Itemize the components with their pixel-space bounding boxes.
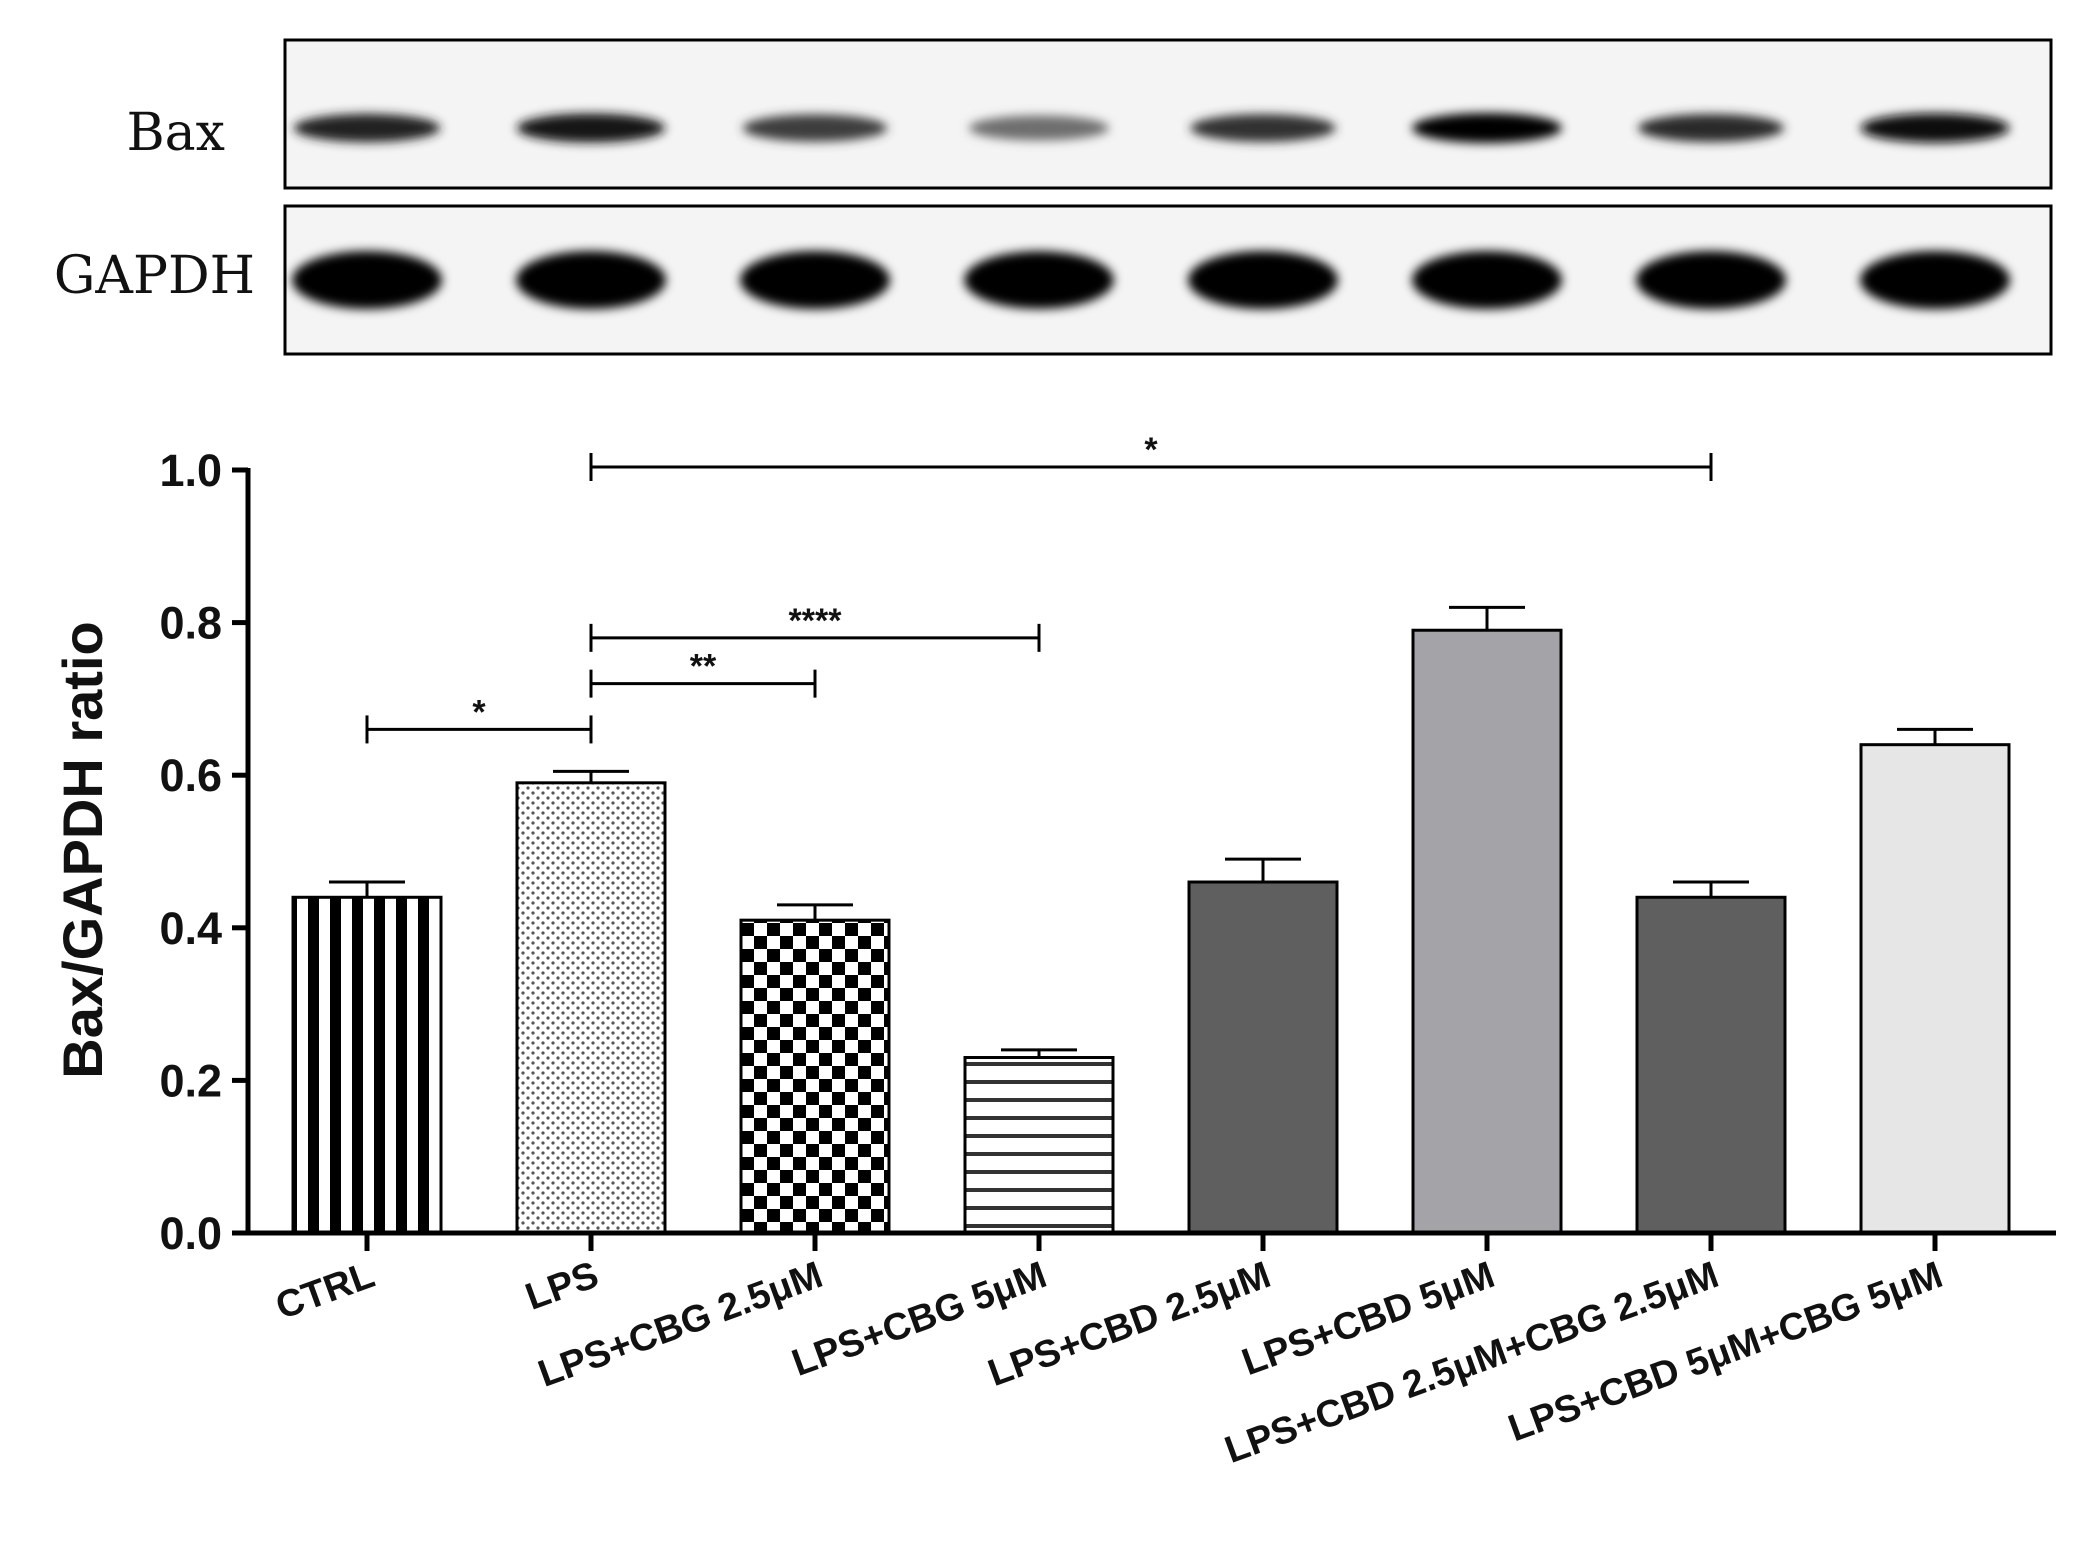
western-blot-panel: Bax GAPDH bbox=[54, 38, 2053, 356]
bar bbox=[515, 781, 667, 1235]
blot-label-gapdh: GAPDH bbox=[54, 246, 255, 306]
y-tick-label: 0.8 bbox=[159, 598, 222, 649]
y-tick-label: 1.0 bbox=[159, 445, 222, 496]
blot-band bbox=[968, 115, 1110, 141]
blot-band bbox=[1636, 251, 1786, 309]
bar bbox=[1411, 628, 1563, 1235]
bar bbox=[1635, 895, 1787, 1235]
significance-label: * bbox=[472, 693, 486, 731]
bar bbox=[1859, 743, 2011, 1235]
blot-band bbox=[964, 251, 1114, 309]
y-tick-label: 0.4 bbox=[159, 903, 222, 954]
bar bbox=[739, 918, 891, 1235]
blot-band bbox=[293, 113, 441, 143]
blot-band bbox=[1190, 114, 1336, 142]
blot-band bbox=[1637, 113, 1785, 143]
y-tick-label: 0.2 bbox=[159, 1055, 222, 1106]
blot-band bbox=[740, 251, 890, 309]
y-axis-title: Bax/GAPDH ratio bbox=[51, 621, 114, 1078]
blot-band bbox=[1412, 113, 1562, 143]
significance-label: * bbox=[1144, 431, 1158, 469]
significance-label: **** bbox=[789, 602, 843, 640]
blot-band bbox=[516, 113, 666, 143]
blot-band bbox=[1412, 251, 1562, 309]
blot-label-bax: Bax bbox=[126, 103, 225, 163]
blot-band bbox=[292, 251, 442, 309]
significance-label: ** bbox=[690, 648, 717, 686]
blot-band bbox=[1860, 251, 2010, 309]
x-tick-label: CTRL bbox=[271, 1254, 381, 1328]
blot-band bbox=[1860, 113, 2010, 143]
x-tick-label: LPS bbox=[520, 1254, 604, 1319]
blot-strip-bax bbox=[283, 38, 2053, 190]
bar bbox=[1187, 880, 1339, 1235]
blot-band bbox=[742, 114, 888, 142]
bar bbox=[963, 1056, 1115, 1235]
blot-band bbox=[516, 251, 666, 309]
bar bbox=[291, 895, 443, 1235]
x-tick-label: LPS+CBD 5μM+CBG 5μM bbox=[1503, 1254, 1948, 1450]
y-tick-label: 0.0 bbox=[159, 1208, 222, 1259]
blot-band bbox=[1188, 251, 1338, 309]
y-tick-label: 0.6 bbox=[159, 750, 222, 801]
